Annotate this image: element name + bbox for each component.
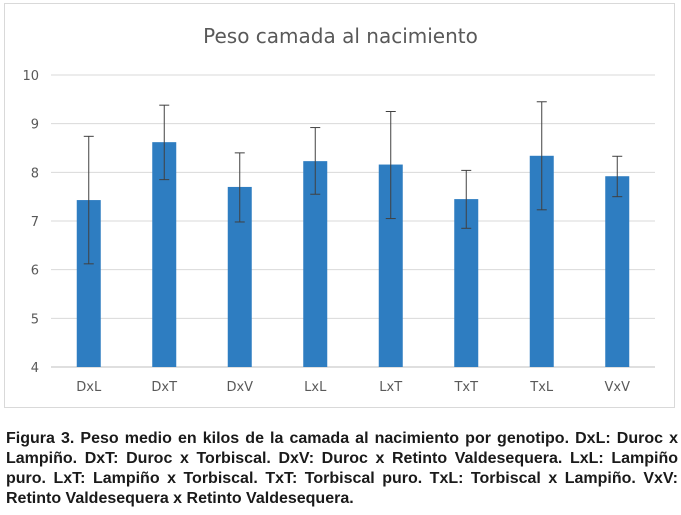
bar xyxy=(605,176,630,367)
y-tick-label: 7 xyxy=(31,215,39,230)
x-tick-label: TxT xyxy=(453,380,478,395)
y-tick-label: 6 xyxy=(31,264,39,279)
x-tick-label: DxV xyxy=(226,380,253,395)
x-tick-label: DxT xyxy=(151,380,177,395)
bar xyxy=(303,161,328,367)
x-tick-label: LxL xyxy=(304,380,327,395)
x-tick-label: DxL xyxy=(76,380,102,395)
y-tick-label: 8 xyxy=(31,166,39,181)
x-tick-label: LxT xyxy=(379,380,402,395)
figure-caption: Figura 3. Peso medio en kilos de la cama… xyxy=(6,430,678,507)
bar-chart: 4 5 6 7 8 9 10 DxL DxT DxV LxL LxT TxT TxL VxV xyxy=(22,69,655,395)
y-tick-label: 5 xyxy=(31,312,39,327)
y-tick-label: 10 xyxy=(22,69,39,84)
x-tick-label: TxL xyxy=(529,380,554,395)
chart-frame: Peso camada al nacimiento 4 5 6 7 8 9 10 DxL DxT… xyxy=(4,3,675,408)
y-tick-label: 9 xyxy=(31,118,39,133)
x-tick-label: VxV xyxy=(605,380,631,395)
chart-title: Peso camada al nacimiento xyxy=(203,24,478,48)
y-tick-label: 4 xyxy=(31,361,39,376)
